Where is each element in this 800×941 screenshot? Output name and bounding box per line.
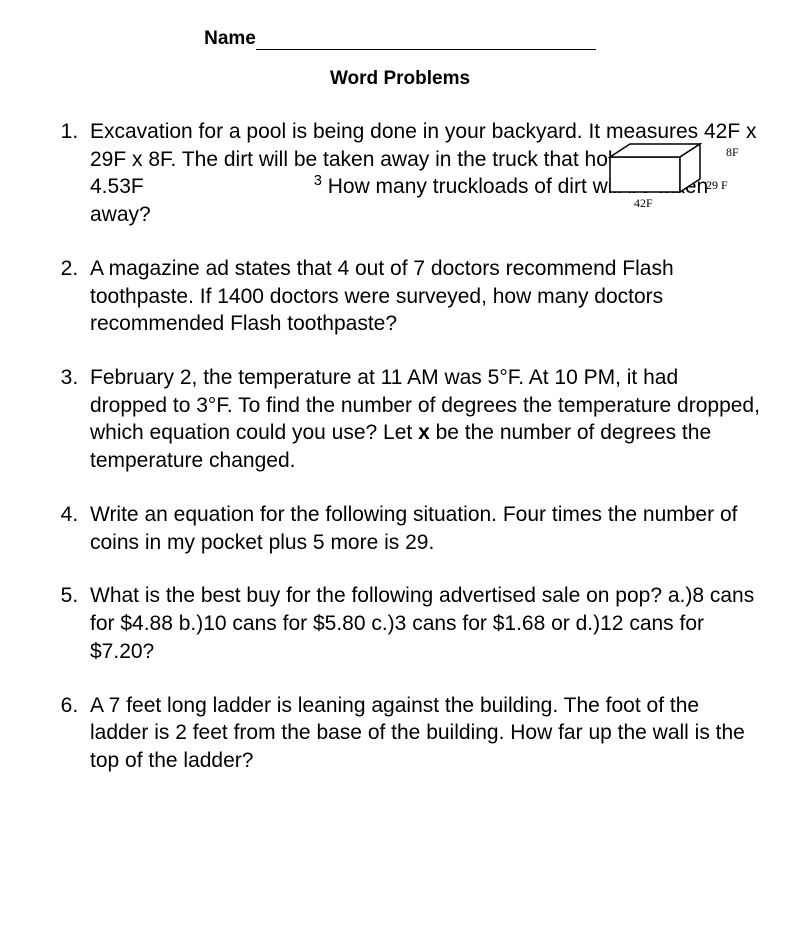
problem-5: What is the best buy for the following a… [84, 582, 760, 665]
name-line: Name [40, 28, 760, 50]
problem-3-bold: x [418, 421, 430, 444]
problem-3: February 2, the temperature at 11 AM was… [84, 364, 760, 475]
problem-2-text: A magazine ad states that 4 out of 7 doc… [90, 257, 674, 335]
problem-4-text: Write an equation for the following situ… [90, 503, 737, 554]
problem-6-text: A 7 feet long ladder is leaning against … [90, 694, 745, 772]
problems-list: Excavation for a pool is being done in y… [40, 118, 760, 775]
worksheet-page: Name Word Problems Excavation for a pool… [0, 0, 800, 841]
name-blank[interactable] [256, 49, 596, 50]
problem-1-sup: 3 [314, 173, 322, 189]
name-label: Name [204, 28, 256, 49]
box-diagram: 8F 29 F 42F [600, 142, 760, 212]
problem-4: Write an equation for the following situ… [84, 501, 760, 556]
problem-2: A magazine ad states that 4 out of 7 doc… [84, 255, 760, 338]
problem-5-text: What is the best buy for the following a… [90, 584, 754, 662]
dim-42f: 42F [634, 196, 653, 212]
cuboid-svg [600, 142, 720, 198]
dim-8f: 8F [726, 145, 739, 161]
problem-6: A 7 feet long ladder is leaning against … [84, 692, 760, 775]
problem-1: Excavation for a pool is being done in y… [84, 118, 760, 229]
dim-29f: 29 F [706, 178, 728, 194]
worksheet-title: Word Problems [40, 68, 760, 90]
